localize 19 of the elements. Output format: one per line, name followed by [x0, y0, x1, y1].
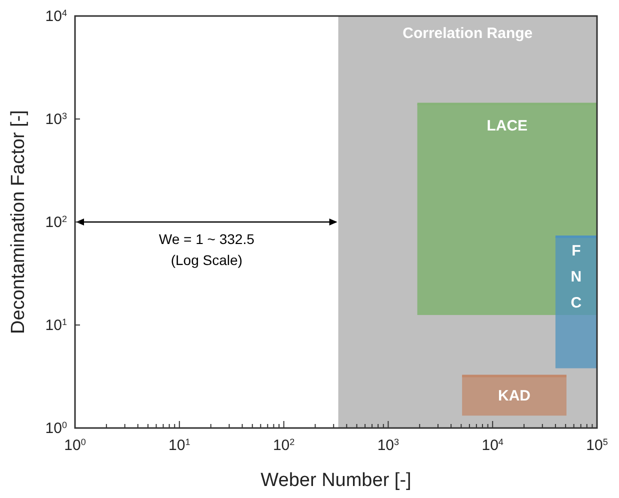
- x-tick-label: 10$^{4}$: [482, 437, 504, 454]
- x-tick-label: 10$^{5}$: [586, 437, 608, 454]
- y-tick-label: 10$^{4}$: [45, 8, 67, 25]
- series-label: KAD: [498, 387, 531, 404]
- annotation: We = 1 ~ 332.5: [158, 231, 255, 247]
- y-tick-label: 10$^{2}$: [45, 214, 67, 231]
- y-axis-title: Decontamination Factor [-]: [8, 110, 29, 334]
- y-tick-label: 10$^{3}$: [45, 111, 67, 128]
- y-tick-label: 10$^{1}$: [45, 317, 67, 334]
- x-axis-title: Weber Number [-]: [260, 470, 412, 491]
- series-label: LACE: [486, 117, 528, 134]
- series-label: FNC: [570, 242, 582, 312]
- x-tick-label: 10$^{3}$: [377, 437, 400, 454]
- y-tick-label: 10$^{0}$: [45, 420, 67, 437]
- x-tick-label: 10$^{0}$: [64, 437, 86, 454]
- annotation: (Log Scale): [170, 252, 242, 268]
- x-tick-label: 10$^{2}$: [272, 437, 295, 454]
- x-tick-label: 10$^{1}$: [168, 437, 190, 454]
- band-label: Correlation Range: [402, 25, 533, 42]
